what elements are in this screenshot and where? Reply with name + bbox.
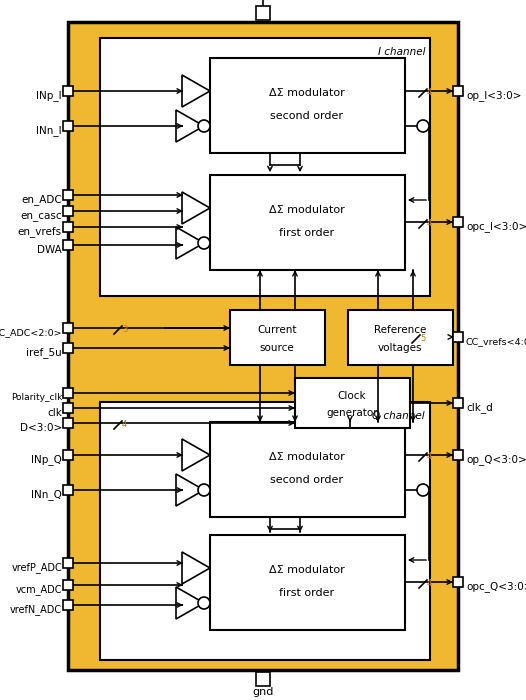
Text: source: source <box>260 343 295 353</box>
Text: vcm_ADC: vcm_ADC <box>15 584 62 596</box>
Text: Clock: Clock <box>338 391 366 401</box>
Text: 4: 4 <box>427 88 432 97</box>
Text: Current: Current <box>257 325 297 335</box>
Text: second order: second order <box>270 475 343 485</box>
Bar <box>100 38 430 296</box>
Text: CC_vrefs<4:0>: CC_vrefs<4:0> <box>466 337 526 346</box>
Polygon shape <box>182 192 210 224</box>
Text: en_casc: en_casc <box>21 211 62 221</box>
Circle shape <box>198 120 210 132</box>
Bar <box>63 206 73 216</box>
Bar <box>453 398 463 408</box>
Circle shape <box>417 120 429 132</box>
Polygon shape <box>182 439 210 471</box>
Text: Q channel: Q channel <box>372 411 425 421</box>
Text: gnd: gnd <box>252 687 274 697</box>
Text: clk: clk <box>47 408 62 418</box>
Text: D<3:0>: D<3:0> <box>20 423 62 433</box>
Text: first order: first order <box>279 588 335 598</box>
Bar <box>453 332 463 342</box>
Bar <box>63 121 73 131</box>
Polygon shape <box>182 75 210 107</box>
Bar <box>63 323 73 333</box>
Text: CC_ADC<2:0>: CC_ADC<2:0> <box>0 328 62 337</box>
Text: 4: 4 <box>122 420 127 429</box>
Bar <box>210 58 405 153</box>
Text: opc_Q<3:0>: opc_Q<3:0> <box>466 582 526 592</box>
Text: vrefN_ADC: vrefN_ADC <box>10 605 62 615</box>
Text: 4: 4 <box>427 452 432 461</box>
Bar <box>63 403 73 413</box>
Text: generator: generator <box>326 408 378 418</box>
Circle shape <box>417 484 429 496</box>
Bar <box>210 175 405 270</box>
Bar <box>100 402 430 660</box>
Bar <box>63 190 73 200</box>
Bar <box>230 310 325 365</box>
Text: Reference: Reference <box>374 325 426 335</box>
Text: en_ADC: en_ADC <box>21 195 62 206</box>
Bar <box>453 577 463 587</box>
Circle shape <box>198 237 210 249</box>
Text: ΔΣ modulator: ΔΣ modulator <box>269 205 345 215</box>
Polygon shape <box>182 552 210 584</box>
Bar <box>348 310 453 365</box>
Bar <box>453 450 463 460</box>
Polygon shape <box>176 587 204 619</box>
Bar <box>63 580 73 590</box>
Bar <box>453 86 463 96</box>
Text: DWA: DWA <box>37 245 62 255</box>
Text: INn_I: INn_I <box>36 125 62 136</box>
Text: ΔΣ modulator: ΔΣ modulator <box>269 565 345 575</box>
Text: iref_5u: iref_5u <box>26 347 62 358</box>
Text: en_vrefs: en_vrefs <box>18 227 62 237</box>
Bar <box>63 485 73 495</box>
Text: clk_d: clk_d <box>466 402 493 414</box>
Text: 4: 4 <box>427 219 432 228</box>
Text: ΔΣ modulator: ΔΣ modulator <box>269 88 345 98</box>
Text: INp_I: INp_I <box>36 90 62 101</box>
Circle shape <box>198 597 210 609</box>
Text: second order: second order <box>270 111 343 121</box>
Text: INp_Q: INp_Q <box>31 454 62 466</box>
Text: I channel: I channel <box>378 47 425 57</box>
Bar <box>63 558 73 568</box>
Bar <box>256 672 270 686</box>
Bar <box>63 600 73 610</box>
Text: 4: 4 <box>427 579 432 588</box>
Bar <box>453 217 463 227</box>
Text: INn_Q: INn_Q <box>31 489 62 500</box>
Circle shape <box>198 484 210 496</box>
Text: ΔΣ modulator: ΔΣ modulator <box>269 452 345 462</box>
Text: 3: 3 <box>122 325 127 334</box>
Text: vcc: vcc <box>254 0 272 1</box>
Bar <box>68 22 458 670</box>
Bar <box>256 6 270 20</box>
Text: op_Q<3:0>: op_Q<3:0> <box>466 454 526 466</box>
Text: voltages: voltages <box>378 343 422 353</box>
Text: opc_I<3:0>: opc_I<3:0> <box>466 221 526 232</box>
Bar <box>63 222 73 232</box>
Bar <box>63 388 73 398</box>
Text: vrefP_ADC: vrefP_ADC <box>11 563 62 573</box>
Text: Polarity_clk: Polarity_clk <box>11 393 62 402</box>
Bar <box>210 422 405 517</box>
Polygon shape <box>176 474 204 506</box>
Bar <box>63 343 73 353</box>
Text: first order: first order <box>279 228 335 238</box>
Bar <box>63 86 73 96</box>
Bar <box>63 418 73 428</box>
Bar <box>210 535 405 630</box>
Polygon shape <box>176 110 204 142</box>
Bar <box>63 240 73 250</box>
Bar <box>295 378 410 428</box>
Text: 5: 5 <box>420 334 425 343</box>
Bar <box>63 450 73 460</box>
Polygon shape <box>176 227 204 259</box>
Text: op_I<3:0>: op_I<3:0> <box>466 90 521 101</box>
